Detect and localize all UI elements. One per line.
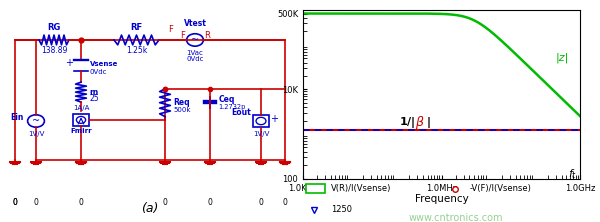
Text: |z|: |z| [556, 53, 569, 63]
Text: rn: rn [89, 88, 98, 97]
Text: 0: 0 [163, 198, 167, 207]
Text: F: F [169, 25, 173, 34]
Text: 0: 0 [259, 198, 263, 207]
Text: 1.25k: 1.25k [126, 46, 147, 55]
Text: V(R)/I(Vsense): V(R)/I(Vsense) [331, 184, 391, 193]
Text: 0Vdc: 0Vdc [90, 69, 107, 75]
Text: +: + [270, 114, 278, 124]
Text: $\beta$: $\beta$ [415, 114, 424, 131]
Bar [306, 184, 325, 193]
Text: Vtest: Vtest [184, 19, 206, 28]
Text: Ein: Ein [11, 113, 24, 122]
Text: 0: 0 [283, 198, 287, 207]
Text: ~: ~ [32, 116, 40, 126]
Text: $\mathbf{1/|}$: $\mathbf{1/|}$ [399, 115, 415, 130]
Text: Req: Req [173, 98, 190, 107]
Text: ~: ~ [191, 35, 199, 45]
Text: 0: 0 [79, 198, 83, 207]
Text: (a): (a) [142, 202, 158, 215]
Text: $f_t$: $f_t$ [568, 167, 577, 180]
Text: 138.89: 138.89 [41, 46, 67, 55]
Text: 0: 0 [13, 198, 17, 207]
Text: 0: 0 [208, 198, 212, 207]
Text: 500k: 500k [173, 107, 191, 113]
Text: 1V/V: 1V/V [253, 131, 269, 137]
Bar [253, 115, 269, 127]
Text: 1A/A: 1A/A [73, 105, 89, 111]
Text: -V(F)/I(Vsense): -V(F)/I(Vsense) [469, 184, 531, 193]
Text: 1250: 1250 [331, 205, 352, 214]
Text: 1.2732p: 1.2732p [218, 104, 246, 110]
Text: Ceq: Ceq [218, 95, 235, 104]
Text: 0: 0 [13, 198, 17, 207]
Text: Vsense: Vsense [90, 61, 118, 67]
X-axis label: Frequency: Frequency [415, 194, 469, 204]
Text: R: R [205, 32, 211, 40]
Bar [73, 114, 89, 126]
Text: +: + [65, 58, 73, 68]
Text: 0Vdc: 0Vdc [186, 56, 204, 62]
Text: Eout: Eout [232, 108, 251, 117]
Text: RG: RG [47, 22, 61, 32]
Text: www.cntronics.com: www.cntronics.com [408, 213, 503, 222]
Text: 0: 0 [34, 198, 38, 207]
Text: F: F [181, 32, 185, 40]
Text: 1V/V: 1V/V [28, 131, 44, 137]
Text: 1Vac: 1Vac [187, 50, 203, 56]
Text: RF: RF [130, 22, 143, 32]
Text: $\mathbf{|}$: $\mathbf{|}$ [426, 115, 430, 130]
Text: 25: 25 [89, 94, 99, 103]
Text: Fmirr: Fmirr [70, 128, 92, 134]
